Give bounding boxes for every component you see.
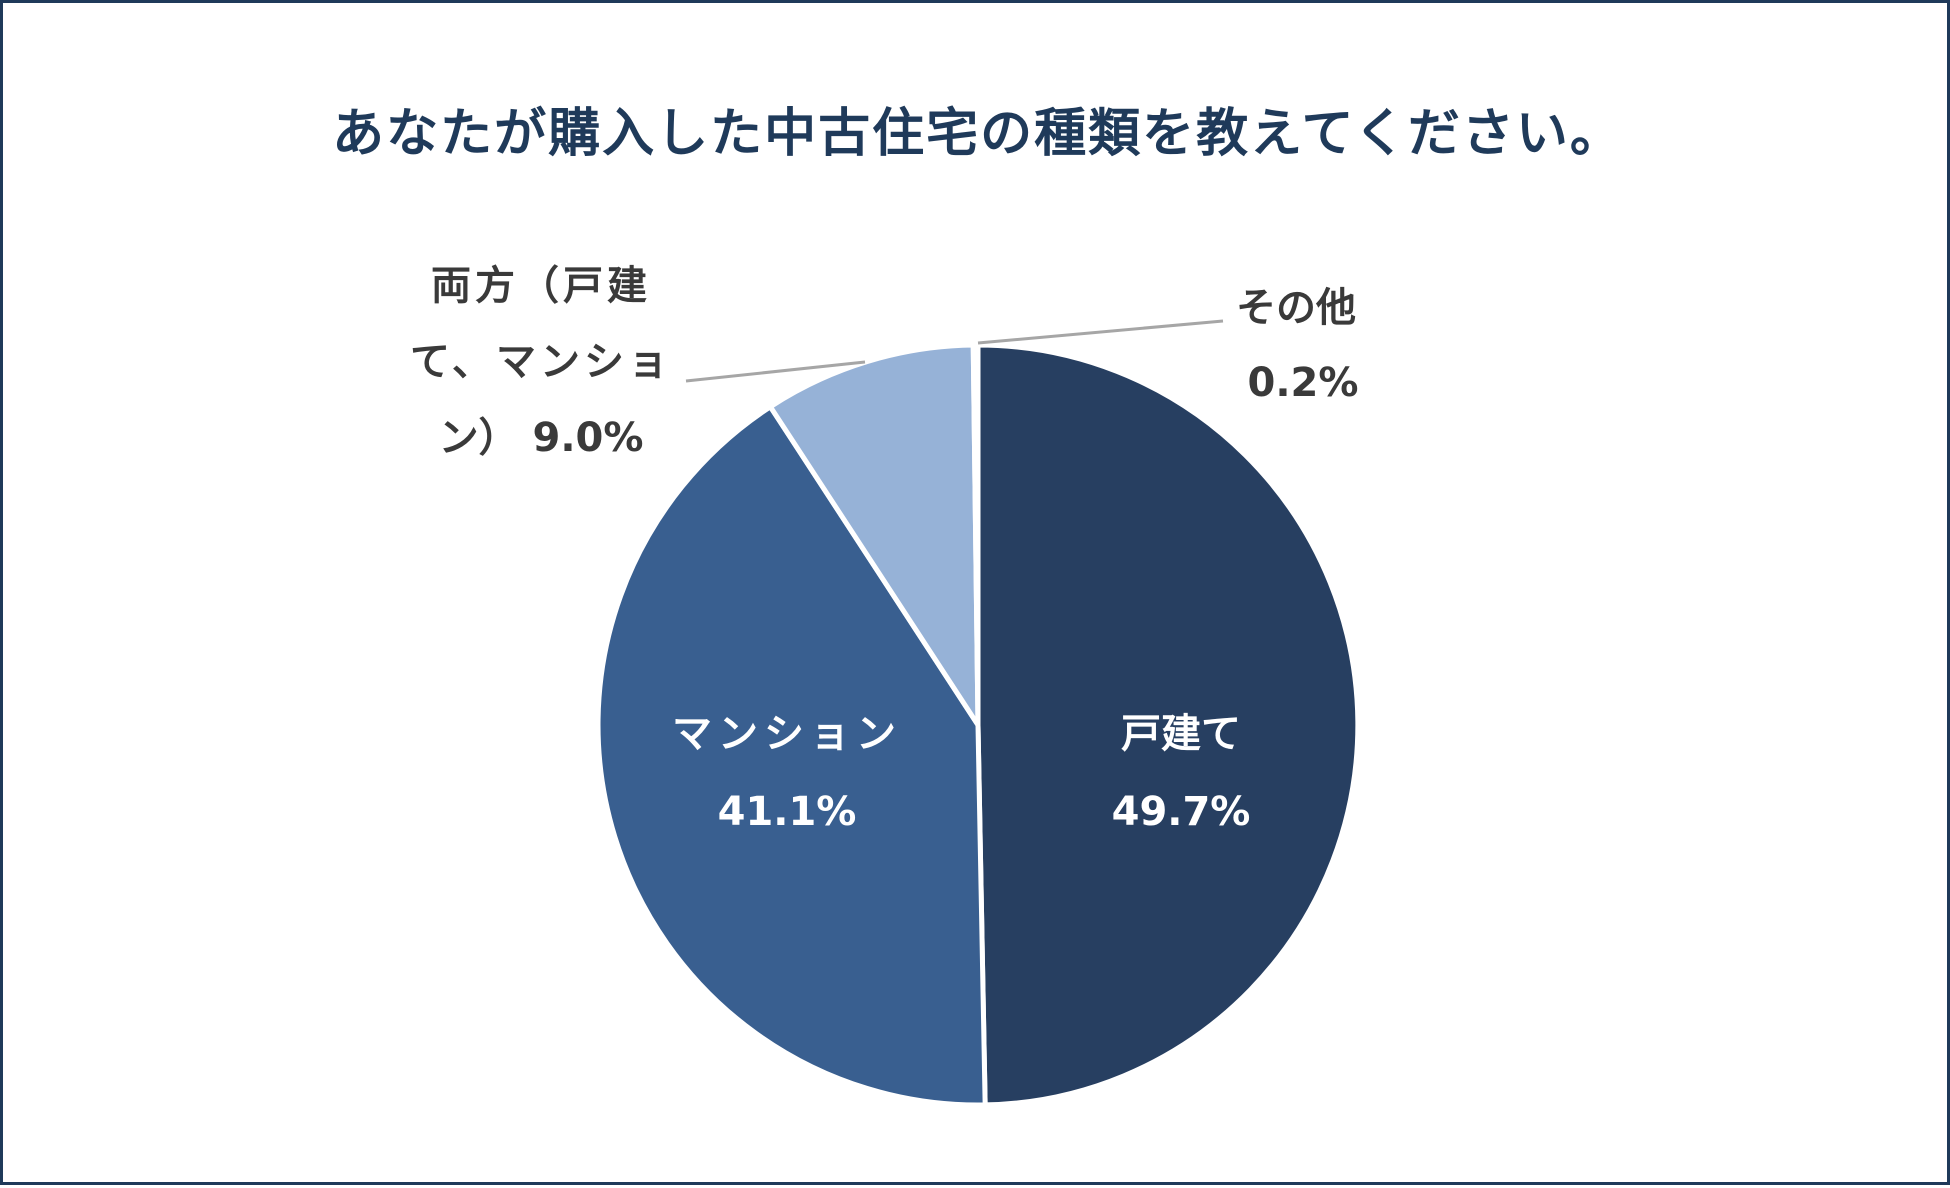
slice-label-both-line-2: て、マンショ: [410, 339, 672, 385]
pie-slice-kodate: [975, 342, 1361, 1108]
slice-value-kodate: 49.7%: [1112, 789, 1251, 835]
leader-line-both: [685, 360, 866, 383]
slice-label-mansion: マンション: [672, 711, 902, 757]
slice-label-both-line-3: ン） 9.0%: [439, 415, 644, 461]
pie-slices: [595, 342, 1361, 1108]
pie-slice-mansion: [595, 404, 988, 1108]
slice-value-other: 0.2%: [1248, 360, 1359, 406]
slice-label-other: その他: [1236, 285, 1356, 331]
chart-title: あなたが購入した中古住宅の種類を教えてください。: [332, 104, 1624, 164]
leader-line-other: [977, 319, 1224, 345]
pie-slice-other: [970, 342, 981, 728]
slice-value-mansion: 41.1%: [718, 789, 857, 835]
pie-chart: 戸建て 49.7% マンション 41.1% 両方（戸建 て、マンショ ン） 9.…: [410, 263, 1361, 1108]
pie-slice-both: [767, 342, 981, 728]
slice-label-both-line-1: 両方（戸建: [431, 263, 651, 309]
slice-label-kodate: 戸建て: [1121, 711, 1241, 757]
